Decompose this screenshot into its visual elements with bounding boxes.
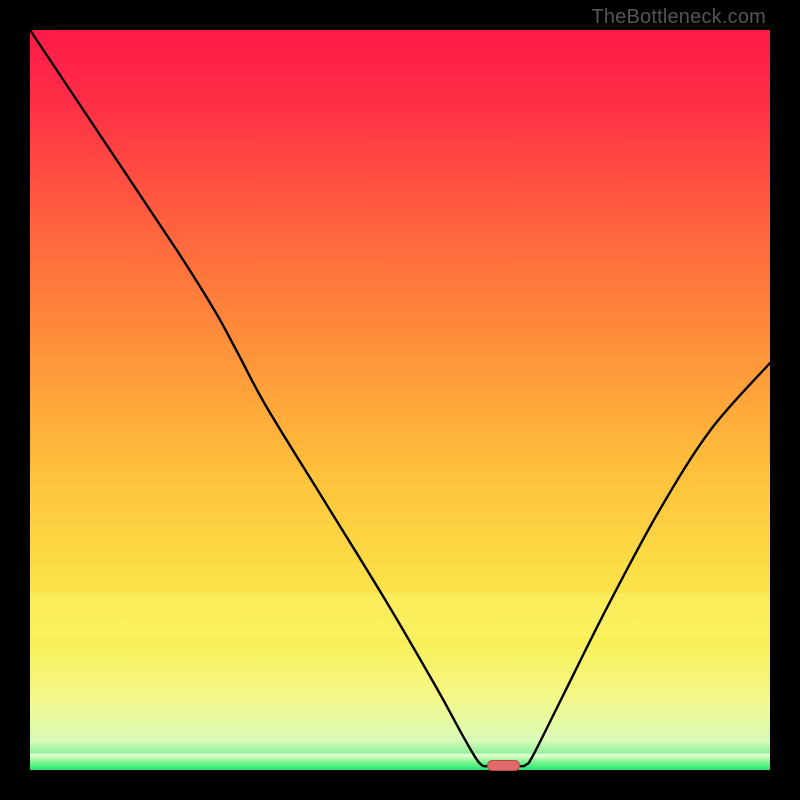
minimum-marker xyxy=(487,760,520,770)
watermark-text: TheBottleneck.com xyxy=(591,6,766,29)
plot-area xyxy=(30,30,770,770)
chart-container: TheBottleneck.com xyxy=(0,0,800,800)
curve-line xyxy=(30,30,770,770)
